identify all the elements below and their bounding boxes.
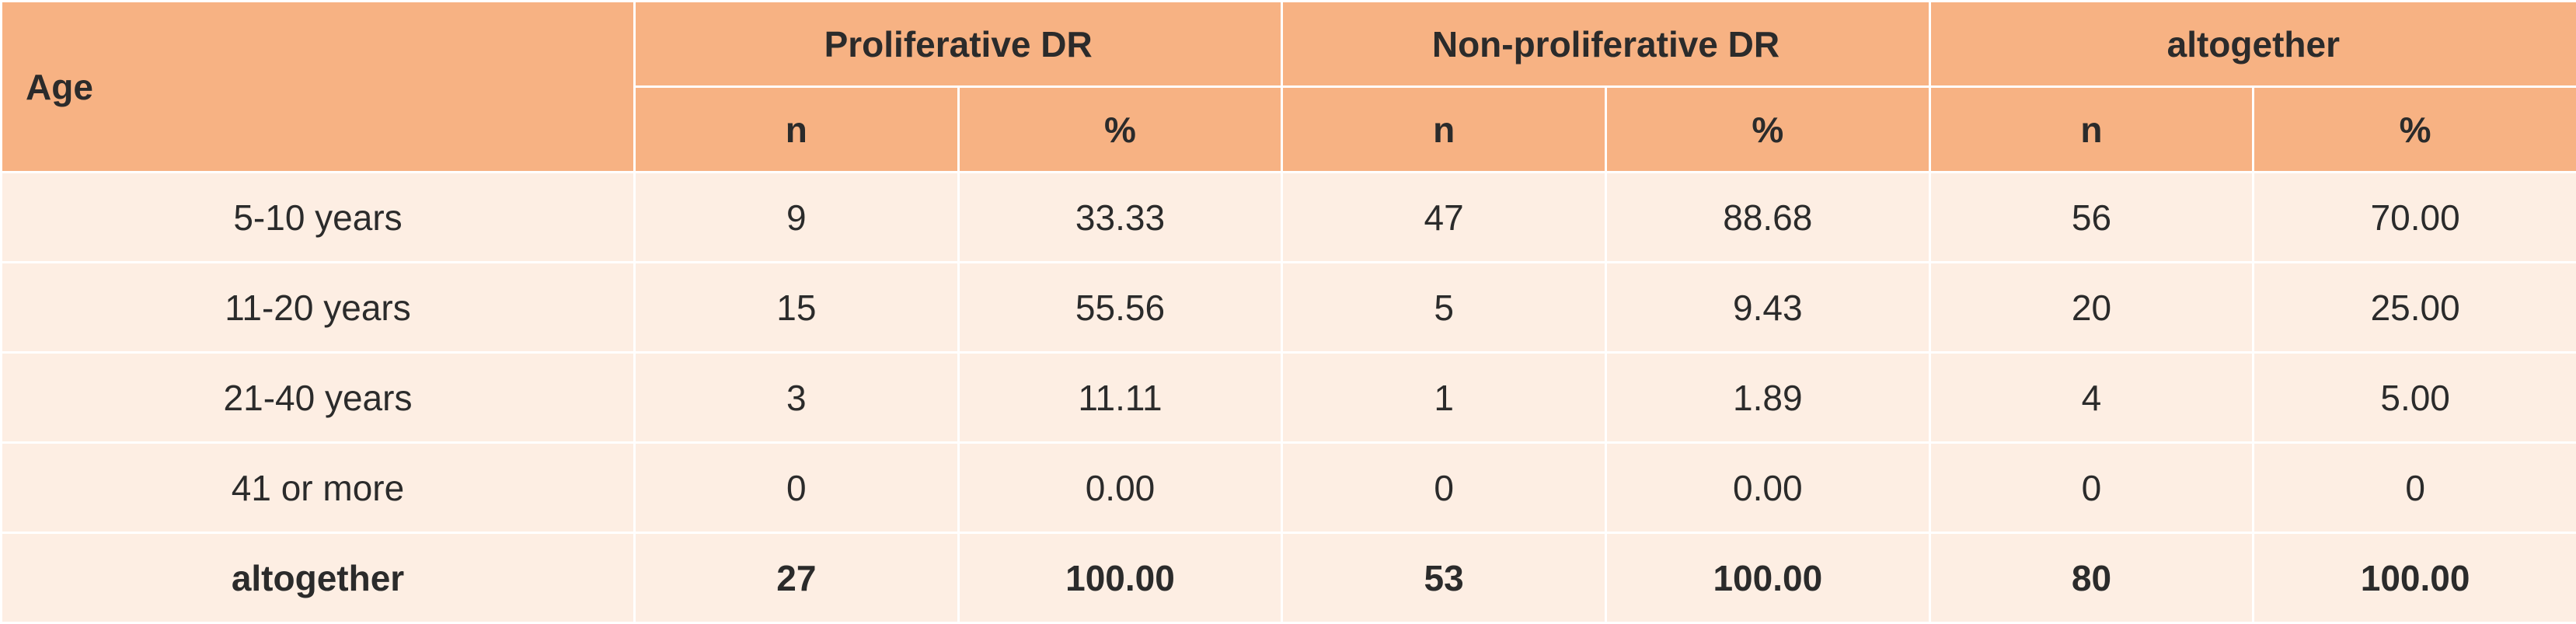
table-cell: 3 xyxy=(635,353,959,443)
table-cell: 9.43 xyxy=(1605,263,1929,353)
table-cell: 20 xyxy=(1929,263,2254,353)
subheader-percent: % xyxy=(1605,87,1929,173)
total-row-label: altogether xyxy=(2,533,635,623)
table-row: 21-40 years 3 11.11 1 1.89 4 5.00 xyxy=(2,353,2576,443)
table-cell: 0 xyxy=(2254,443,2576,533)
table-cell: 5 xyxy=(1282,263,1606,353)
table-cell: 1.89 xyxy=(1605,353,1929,443)
table-cell: 15 xyxy=(635,263,959,353)
table-cell: 47 xyxy=(1282,173,1606,263)
table-cell: 1 xyxy=(1282,353,1606,443)
row-label: 21-40 years xyxy=(2,353,635,443)
table-cell: 9 xyxy=(635,173,959,263)
total-row: altogether 27 100.00 53 100.00 80 100.00 xyxy=(2,533,2576,623)
row-label: 5-10 years xyxy=(2,173,635,263)
total-cell: 100.00 xyxy=(1605,533,1929,623)
table-cell: 4 xyxy=(1929,353,2254,443)
table-cell: 70.00 xyxy=(2254,173,2576,263)
age-column-header: Age xyxy=(2,2,635,173)
subheader-percent: % xyxy=(2254,87,2576,173)
table-cell: 25.00 xyxy=(2254,263,2576,353)
group-header-non-proliferative: Non-proliferative DR xyxy=(1282,2,1929,87)
table-row: 11-20 years 15 55.56 5 9.43 20 25.00 xyxy=(2,263,2576,353)
total-cell: 53 xyxy=(1282,533,1606,623)
table-cell: 33.33 xyxy=(958,173,1282,263)
group-header-altogether: altogether xyxy=(1929,2,2576,87)
table-cell: 0.00 xyxy=(958,443,1282,533)
table-row: 41 or more 0 0.00 0 0.00 0 0 xyxy=(2,443,2576,533)
subheader-percent: % xyxy=(958,87,1282,173)
total-cell: 100.00 xyxy=(958,533,1282,623)
header-row-groups: Age Proliferative DR Non-proliferative D… xyxy=(2,2,2576,87)
subheader-n: n xyxy=(1282,87,1606,173)
total-cell: 27 xyxy=(635,533,959,623)
total-cell: 100.00 xyxy=(2254,533,2576,623)
total-cell: 80 xyxy=(1929,533,2254,623)
table-header: Age Proliferative DR Non-proliferative D… xyxy=(2,2,2576,173)
subheader-n: n xyxy=(635,87,959,173)
row-label: 11-20 years xyxy=(2,263,635,353)
table-cell: 56 xyxy=(1929,173,2254,263)
table-cell: 5.00 xyxy=(2254,353,2576,443)
table-cell: 88.68 xyxy=(1605,173,1929,263)
table-cell: 0 xyxy=(1929,443,2254,533)
group-header-proliferative: Proliferative DR xyxy=(635,2,1282,87)
table-cell: 0 xyxy=(1282,443,1606,533)
subheader-n: n xyxy=(1929,87,2254,173)
table-row: 5-10 years 9 33.33 47 88.68 56 70.00 xyxy=(2,173,2576,263)
table-cell: 0.00 xyxy=(1605,443,1929,533)
table-cell: 11.11 xyxy=(958,353,1282,443)
table-cell: 55.56 xyxy=(958,263,1282,353)
table-cell: 0 xyxy=(635,443,959,533)
row-label: 41 or more xyxy=(2,443,635,533)
table-body: 5-10 years 9 33.33 47 88.68 56 70.00 11-… xyxy=(2,173,2576,623)
